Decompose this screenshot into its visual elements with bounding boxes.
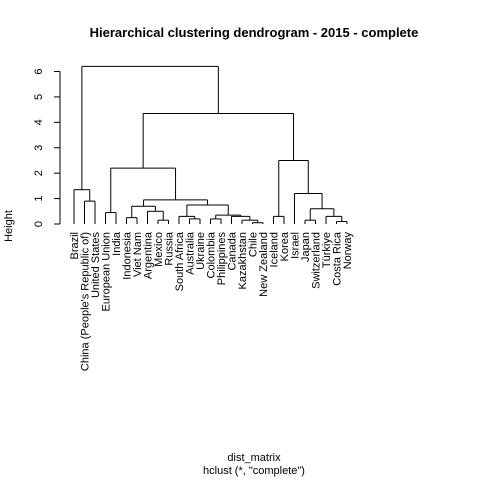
- leaf-label: Ukraine: [195, 232, 207, 270]
- y-axis-label: Height: [3, 210, 15, 242]
- leaf-label: Norway: [342, 232, 354, 270]
- leaf-label: Costa Rica: [332, 231, 344, 286]
- chart-subtitle: hclust (*, "complete"): [203, 465, 305, 477]
- leaf-label: Korea: [279, 231, 291, 261]
- leaf-label: Türkiye: [321, 232, 333, 268]
- leaf-label: Indonesia: [122, 231, 134, 280]
- y-tick-label: 2: [33, 170, 45, 176]
- y-tick-label: 3: [33, 145, 45, 151]
- chart-title: Hierarchical clustering dendrogram - 201…: [90, 25, 419, 40]
- leaf-label: Israel: [290, 232, 302, 259]
- y-tick-label: 0: [33, 221, 45, 227]
- leaf-label: China (People's Republic of): [80, 232, 92, 371]
- y-tick-label: 1: [33, 196, 45, 202]
- leaf-label: New Zealand: [258, 232, 270, 297]
- leaf-label: Australia: [185, 231, 197, 275]
- leaf-label: Chile: [248, 232, 260, 257]
- y-tick-label: 4: [33, 119, 45, 125]
- y-tick-label: 5: [33, 94, 45, 100]
- leaf-label: European Union: [101, 232, 113, 312]
- leaf-label: Philippines: [216, 232, 228, 286]
- leaf-label: Switzerland: [311, 232, 323, 289]
- dendrogram-tree: [73, 65, 348, 224]
- leaf-label: Canada: [227, 231, 239, 270]
- leaf-label: Brazil: [69, 232, 81, 260]
- leaf-label: Argentina: [143, 231, 155, 279]
- leaf-label: India: [111, 231, 123, 256]
- leaf-label: Kazakhstan: [237, 232, 249, 289]
- leaf-label: Colombia: [206, 231, 218, 278]
- leaf-label: Viet Nam: [132, 232, 144, 277]
- leaf-label: United States: [90, 232, 102, 299]
- y-axis: 0 1 2 3 4 5 6: [33, 68, 61, 227]
- leaf-label: Russia: [164, 231, 176, 266]
- leaf-label: South Africa: [174, 231, 186, 291]
- leaf-label: Iceland: [269, 232, 281, 267]
- y-tick-label: 6: [33, 68, 45, 74]
- x-axis-label: dist_matrix: [227, 452, 281, 464]
- leaf-label: Mexico: [153, 232, 165, 267]
- leaf-label: Japan: [300, 232, 312, 262]
